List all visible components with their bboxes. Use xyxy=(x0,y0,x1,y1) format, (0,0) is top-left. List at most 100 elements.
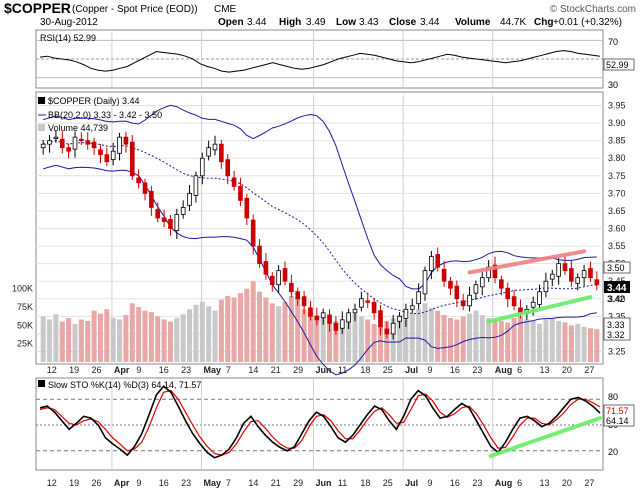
candle-body xyxy=(168,218,173,229)
volume-bar xyxy=(282,301,288,362)
candle-body xyxy=(149,190,154,208)
x-tick-label: 29 xyxy=(293,478,303,488)
volume-bar xyxy=(136,307,142,362)
badge-bb-mid: 3.42 xyxy=(607,294,625,304)
price-tick-label: 3.35 xyxy=(608,311,626,321)
volume-bar xyxy=(59,321,65,362)
volume-bar xyxy=(390,318,396,362)
candle-body xyxy=(199,157,205,177)
volume-bar xyxy=(295,298,301,362)
candle-body xyxy=(581,270,587,279)
price-tick-label: 3.85 xyxy=(608,136,626,146)
price-tick-label: 3.65 xyxy=(608,206,626,216)
symbol-description: (Copper - Spot Price (EOD)) xyxy=(72,4,198,15)
x-tick-label: 20 xyxy=(562,478,572,488)
volume-bar xyxy=(511,318,517,362)
candle-body xyxy=(352,308,358,314)
candle-body xyxy=(129,141,135,177)
volume-bar xyxy=(288,296,294,362)
volume-bar xyxy=(237,293,243,362)
x-tick-label: 16 xyxy=(450,478,460,488)
x-tick-label: 25 xyxy=(383,478,393,488)
x-tick-label: 12 xyxy=(47,365,57,375)
x-tick-label: May xyxy=(204,365,222,375)
price-legend: $COPPER (Daily) 3.44 BB(20,2.0) 3.33 - 3… xyxy=(38,96,162,133)
x-tick-label: 29 xyxy=(293,365,303,375)
candle-body xyxy=(104,154,110,163)
x-tick-label: 12 xyxy=(47,478,57,488)
x-tick-label: 26 xyxy=(92,478,102,488)
candle-body xyxy=(193,175,199,196)
candle-body xyxy=(575,277,581,284)
candle-body xyxy=(384,328,390,335)
candle-body xyxy=(397,315,402,322)
candle-body xyxy=(556,263,561,277)
candle-body xyxy=(530,301,536,308)
candle-body xyxy=(448,280,453,289)
low-label: Low xyxy=(336,17,356,28)
volume-bar xyxy=(104,309,110,362)
candle-body xyxy=(66,147,71,152)
x-tick-label: 6 xyxy=(517,478,522,488)
volume-bar xyxy=(530,320,536,362)
badge-bb-lower-box xyxy=(603,317,631,341)
volume-bar xyxy=(167,321,173,362)
bollinger-bands xyxy=(43,104,597,376)
candle-body xyxy=(327,314,332,324)
x-tick-label: 6 xyxy=(517,365,522,375)
candle-body xyxy=(314,315,320,321)
sto-trendline xyxy=(488,416,602,458)
candle-body xyxy=(333,322,339,331)
candle-body xyxy=(543,280,549,293)
x-tick-label: May xyxy=(204,478,222,488)
candle-body xyxy=(511,296,517,307)
x-tick-label: 9 xyxy=(136,478,141,488)
sto-badge-d: 71.57 xyxy=(606,406,629,416)
volume-bar xyxy=(250,281,256,362)
volume-bar xyxy=(155,316,161,362)
volume-bar xyxy=(199,301,205,362)
badge-close-box xyxy=(604,281,630,293)
x-tick-label: 14 xyxy=(248,365,258,375)
x-tick-label: 9 xyxy=(428,478,433,488)
volume-tick-label: 100K xyxy=(12,284,33,294)
candle-body xyxy=(212,143,218,151)
price-tick-label: 3.55 xyxy=(608,241,626,251)
volume-bar xyxy=(428,307,434,362)
sto-plot xyxy=(39,385,601,459)
candle-body xyxy=(473,284,479,294)
rsi-line xyxy=(39,50,601,73)
low-value: 3.43 xyxy=(359,17,379,28)
rsi-level-30: 30 xyxy=(608,80,618,90)
candle-body xyxy=(219,143,224,163)
x-axis-bottom: 12 19 26 Apr 9 16 23 May 7 14 21 29 Jun 11 18 25 Jul 9 16 2… xyxy=(47,478,595,488)
x-tick-label: 7 xyxy=(226,365,231,375)
candle-body xyxy=(79,138,84,142)
candle-body xyxy=(429,256,434,272)
volume-bar xyxy=(123,315,129,362)
badge-close: 3.44 xyxy=(607,283,627,294)
trendline-resistance xyxy=(467,249,587,275)
volume-bar xyxy=(301,309,307,362)
volume-bar xyxy=(91,310,97,362)
price-tick-label: 3.70 xyxy=(608,188,626,198)
volume-bar xyxy=(263,297,269,362)
volume-y-ticks: 100K 75K 50K 25K xyxy=(12,284,33,349)
sto-badge-k: 64.14 xyxy=(606,416,629,426)
volume-bar xyxy=(549,318,555,362)
candle-body xyxy=(454,285,460,300)
price-panel: 3.95 3.90 3.85 3.80 3.75 3.70 3.65 3.60 3.55 3.50… xyxy=(12,91,631,376)
x-tick-label: 19 xyxy=(69,365,79,375)
x-tick-label: 16 xyxy=(159,478,169,488)
legend-volume: Volume 44,739 xyxy=(48,123,108,133)
rsi-value-badge-box xyxy=(603,58,635,71)
volume-tick-label: 25K xyxy=(17,339,33,349)
sto-level-80: 80 xyxy=(608,392,618,402)
badge-bb-lower-a: 3.33 xyxy=(607,320,625,330)
x-tick-label: 21 xyxy=(271,365,281,375)
date-label: 30-Aug-2012 xyxy=(40,17,98,28)
x-tick-label: 7 xyxy=(226,478,231,488)
candle-body xyxy=(295,291,301,300)
candle-body xyxy=(479,277,485,288)
